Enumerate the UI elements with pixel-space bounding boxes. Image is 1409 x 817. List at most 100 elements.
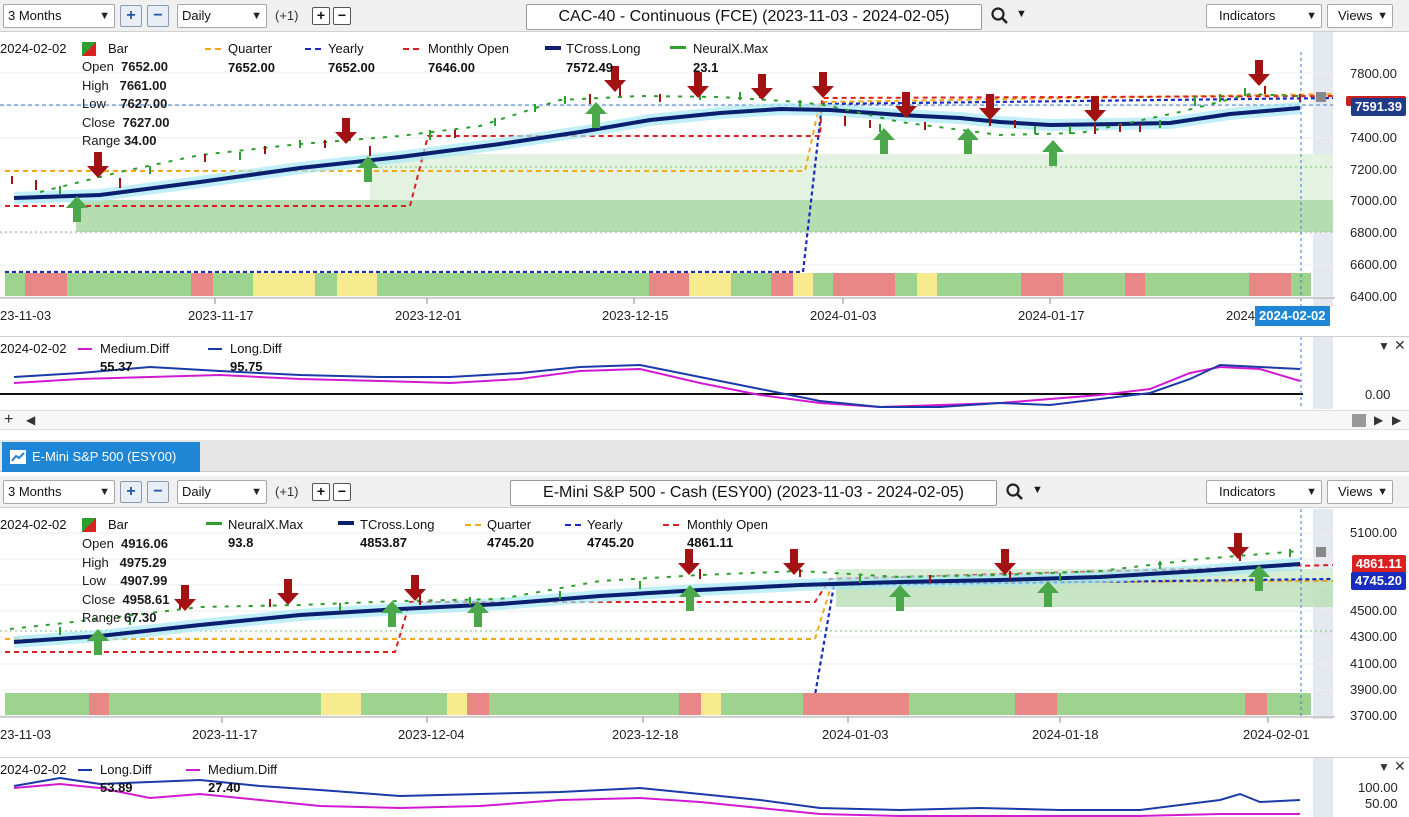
quarter-label: Quarter — [228, 41, 273, 56]
zoom-in-button[interactable]: + — [120, 481, 142, 503]
quarter-swatch — [465, 524, 481, 526]
neural-value: 93.8 — [228, 535, 254, 550]
scroll-thumb[interactable] — [1352, 414, 1366, 427]
long-diff-value: 95.75 — [230, 359, 263, 374]
y-tick: 7200.00 — [1350, 162, 1397, 177]
indicators-select[interactable]: Indicators ▼ — [1206, 480, 1322, 504]
zoom-out-button[interactable]: − — [147, 5, 169, 27]
x-tick: 2023-12-04 — [398, 727, 465, 742]
monthly-value: 7646.00 — [428, 60, 475, 75]
scroll-right-icon[interactable]: ▶ — [1374, 413, 1384, 427]
bottom-toolbar: 3 Months ▼ + − Daily ▼ (+1) + − E-Mini S… — [0, 476, 1409, 508]
remove-offset-button[interactable]: − — [333, 7, 351, 25]
legend-date: 2024-02-02 — [0, 517, 67, 532]
zoom-out-button[interactable]: − — [147, 481, 169, 503]
chevron-down-icon: ▼ — [251, 10, 262, 22]
close-icon[interactable]: ✕ — [1394, 758, 1406, 774]
range-select[interactable]: 3 Months ▼ — [3, 4, 115, 28]
medium-swatch — [186, 769, 200, 771]
x-tick: 2024-01-03 — [822, 727, 889, 742]
search-icon[interactable] — [1005, 482, 1027, 502]
yearly-swatch — [565, 524, 581, 526]
add-offset-button[interactable]: + — [312, 483, 330, 501]
zoom-in-button[interactable]: + — [120, 5, 142, 27]
y-tick: 3700.00 — [1350, 708, 1397, 723]
indicators-select[interactable]: Indicators ▼ — [1206, 4, 1322, 28]
tcross-value: 7572.49 — [566, 60, 613, 75]
x-tick: 2024-01-18 — [1032, 727, 1099, 742]
top-price-chart[interactable]: 2024-02-02 Bar Open 7652.00 High 7661.00… — [0, 32, 1409, 332]
long-swatch — [78, 769, 92, 771]
cursor-date-tag: 2024-02-02 — [1255, 306, 1330, 326]
chevron-down-icon: ▼ — [1306, 486, 1317, 498]
long-diff-label: Long.Diff — [100, 762, 152, 777]
close-icon[interactable]: ✕ — [1394, 337, 1406, 353]
monthly-swatch — [663, 524, 679, 526]
quarter-value: 7652.00 — [228, 60, 275, 75]
y-tick: 5100.00 — [1350, 525, 1397, 540]
top-diff-canvas — [0, 337, 1333, 409]
chevron-down-icon: ▼ — [1306, 10, 1317, 22]
bottom-diff-panel[interactable]: 2024-02-02 Long.Diff 53.89 Medium.Diff 2… — [0, 757, 1409, 817]
yearly-value: 7652.00 — [328, 60, 375, 75]
y-tick: 7000.00 — [1350, 193, 1397, 208]
y-tick: 4500.00 — [1350, 603, 1397, 618]
chart-tab-strip: E-Mini S&P 500 (ESY00) — [0, 440, 1409, 472]
tcross-swatch — [545, 46, 561, 50]
tab-esy00[interactable]: E-Mini S&P 500 (ESY00) — [2, 442, 200, 472]
bar-label: Bar — [108, 41, 129, 56]
top-toolbar: 3 Months ▼ + − Daily ▼ (+1) + − CAC-40 -… — [0, 0, 1409, 32]
search-icon[interactable] — [990, 6, 1012, 26]
quarter-label: Quarter — [487, 517, 532, 532]
instrument-title[interactable]: E-Mini S&P 500 - Cash (ESY00) (2023-11-0… — [510, 480, 997, 506]
bar-icon — [82, 518, 96, 532]
price-tag: 7591.39 — [1351, 98, 1406, 116]
interval-select[interactable]: Daily ▼ — [177, 4, 267, 28]
add-offset-button[interactable]: + — [312, 7, 330, 25]
chevron-down-icon[interactable]: ▼ — [1032, 484, 1043, 496]
bar-icon — [82, 42, 96, 56]
yearly-label: Yearly — [328, 41, 364, 56]
offset-label: (+1) — [275, 484, 299, 499]
plus-icon[interactable]: + — [4, 411, 14, 428]
neural-swatch — [206, 522, 222, 525]
chevron-down-icon[interactable]: ▼ — [1378, 339, 1390, 353]
monthly-value: 4861.11 — [687, 535, 734, 550]
views-select[interactable]: Views ▼ — [1327, 4, 1393, 28]
scroll-end-icon[interactable]: ▶ — [1392, 413, 1402, 427]
neural-swatch — [670, 46, 686, 49]
x-tick: 2024 — [1226, 308, 1255, 323]
views-select[interactable]: Views ▼ — [1327, 480, 1393, 504]
interval-select[interactable]: Daily ▼ — [177, 480, 267, 504]
scroll-left-icon[interactable]: ◀ — [26, 413, 36, 427]
neural-label: NeuralX.Max — [693, 41, 769, 56]
y-tick: 7400.00 — [1350, 130, 1397, 145]
medium-diff-label: Medium.Diff — [208, 762, 278, 777]
ohlc-values: Open 4916.06 High 4975.29 Low 4907.99 Cl… — [82, 536, 170, 625]
chevron-down-icon: ▼ — [99, 10, 110, 22]
neural-value: 23.1 — [693, 60, 719, 75]
x-tick: 2023-11-17 — [192, 727, 258, 742]
horizontal-scrollbar[interactable]: + ◀ ▶ ▶ — [0, 410, 1409, 430]
yearly-value: 4745.20 — [587, 535, 634, 550]
chart-tab-icon — [10, 450, 26, 464]
monthly-label: Monthly Open — [687, 517, 768, 532]
medium-diff-value: 55.37 — [100, 359, 133, 374]
chevron-down-icon[interactable]: ▼ — [1378, 760, 1390, 774]
price-tag: 4745.20 — [1351, 572, 1406, 590]
range-select[interactable]: 3 Months ▼ — [3, 480, 115, 504]
remove-offset-button[interactable]: − — [333, 483, 351, 501]
x-tick: 2024-02-01 — [1243, 727, 1310, 742]
instrument-title[interactable]: CAC-40 - Continuous (FCE) (2023-11-03 - … — [526, 4, 982, 30]
y-tick: 3900.00 — [1350, 682, 1397, 697]
y-tick: 6600.00 — [1350, 257, 1397, 272]
sub-date: 2024-02-02 — [0, 762, 67, 777]
bottom-price-chart[interactable]: 2024-02-02 Bar Open 4916.06 High 4975.29… — [0, 509, 1409, 755]
medium-swatch — [78, 348, 92, 350]
long-diff-value: 53.89 — [100, 780, 133, 795]
y-tick: 6400.00 — [1350, 289, 1397, 304]
chevron-down-icon[interactable]: ▼ — [1016, 8, 1027, 20]
top-diff-panel[interactable]: 2024-02-02 Medium.Diff 55.37 Long.Diff 9… — [0, 336, 1409, 409]
neural-label: NeuralX.Max — [228, 517, 304, 532]
yearly-label: Yearly — [587, 517, 623, 532]
